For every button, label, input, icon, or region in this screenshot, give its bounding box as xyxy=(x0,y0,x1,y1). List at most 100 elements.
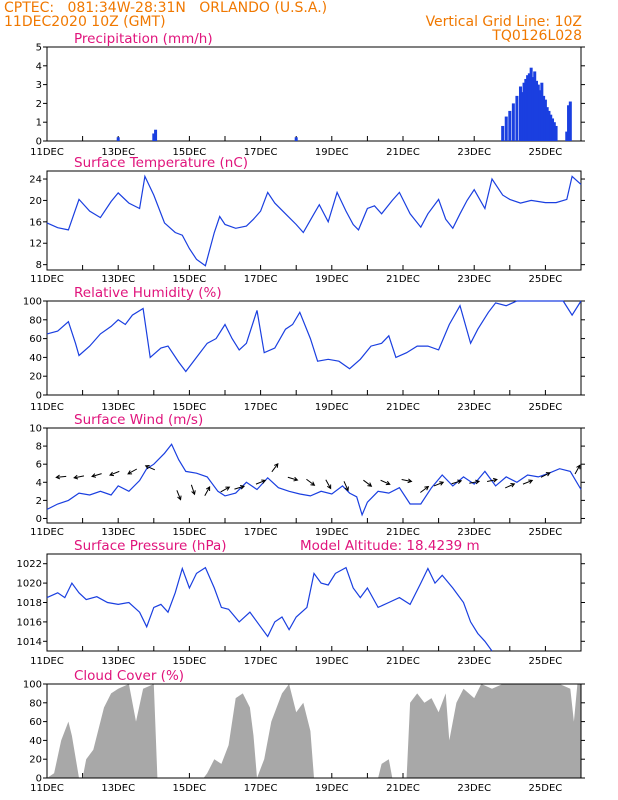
precip-bar xyxy=(511,103,515,141)
panel-title: Surface Wind (m/s) xyxy=(74,412,203,428)
x-tick-label: 23DEC xyxy=(457,402,491,413)
header-date: 11DEC2020 10Z (GMT) xyxy=(4,14,166,30)
wind-arrow xyxy=(363,479,373,487)
precip-bar xyxy=(294,137,298,141)
panel-3: Relative Humidity (%) 0 20 40 60 80 100 11DEC 13… xyxy=(23,285,585,413)
x-tick-label: 19DEC xyxy=(315,527,349,538)
x-tick-label: 15DEC xyxy=(173,402,207,413)
precip-bar xyxy=(554,125,558,141)
precip-bar xyxy=(527,73,531,141)
precip-bar xyxy=(567,105,571,141)
precip-bar xyxy=(515,95,519,141)
x-tick-label: 19DEC xyxy=(315,147,349,158)
x-tick-label: 21DEC xyxy=(386,274,420,285)
wind-arrow xyxy=(343,481,349,492)
x-tick-label: 15DEC xyxy=(173,656,207,667)
y-tick-label: 24 xyxy=(29,175,42,186)
panel-title: Precipitation (mm/h) xyxy=(74,31,213,47)
precip-bar xyxy=(552,122,556,141)
precip-bar xyxy=(508,110,512,141)
header-grid-note: Vertical Grid Line: 10Z xyxy=(425,14,582,30)
x-tick-label: 13DEC xyxy=(101,274,135,285)
y-tick-label: 60 xyxy=(29,717,42,728)
x-tick-label: 11DEC xyxy=(30,402,64,413)
wind-arrow xyxy=(469,479,481,485)
y-tick-label: 40 xyxy=(29,353,42,364)
series-line xyxy=(46,300,582,373)
precip-bar xyxy=(536,84,540,141)
y-tick-label: 16 xyxy=(29,217,42,228)
precip-bar xyxy=(526,75,530,141)
y-tick-label: 80 xyxy=(29,315,42,326)
wind-arrow xyxy=(540,472,551,478)
x-tick-label: 15DEC xyxy=(173,527,207,538)
header-station: CPTEC: 081:34W-28:31N ORLANDO (U.S.A.) xyxy=(4,0,328,16)
panel-title: Surface Pressure (hPa) xyxy=(74,538,227,554)
precip-bar xyxy=(501,125,505,141)
x-tick-label: 11DEC xyxy=(30,527,64,538)
precip-bar xyxy=(542,95,546,141)
y-tick-label: 4 xyxy=(36,61,42,72)
y-tick-label: 10 xyxy=(29,424,42,435)
x-tick-label: 17DEC xyxy=(244,783,278,794)
x-tick-label: 25DEC xyxy=(529,147,563,158)
wind-arrow xyxy=(204,486,211,496)
precip-bar xyxy=(529,67,533,141)
precip-bar xyxy=(549,114,553,141)
x-tick-label: 23DEC xyxy=(457,147,491,158)
x-tick-label: 23DEC xyxy=(457,783,491,794)
precip-bar xyxy=(543,99,547,141)
x-tick-label: 25DEC xyxy=(529,274,563,285)
wind-arrow xyxy=(325,479,332,490)
wind-arrow xyxy=(380,479,391,486)
precip-bar xyxy=(152,133,156,141)
precip-bar xyxy=(568,101,572,141)
precip-bar xyxy=(545,107,549,141)
x-tick-label: 11DEC xyxy=(30,274,64,285)
y-tick-label: 20 xyxy=(29,196,42,207)
precip-bar xyxy=(551,118,555,141)
x-tick-label: 21DEC xyxy=(386,656,420,667)
x-tick-label: 21DEC xyxy=(386,783,420,794)
panel-frame-overlay xyxy=(46,683,582,779)
precip-bar xyxy=(518,86,522,141)
y-tick-label: 80 xyxy=(29,698,42,709)
panel-1: Precipitation (mm/h) 0 1 2 3 4 5 11DEC 13DEC 15DE… xyxy=(30,31,585,158)
panel-6: Cloud Cover (%) 0 20 40 60 80 100 11DEC 13DEC 15D… xyxy=(23,668,585,794)
panel-frame xyxy=(46,300,582,396)
x-tick-label: 17DEC xyxy=(244,527,278,538)
precip-bar xyxy=(538,90,542,141)
x-tick-label: 21DEC xyxy=(386,527,420,538)
x-tick-label: 15DEC xyxy=(173,274,207,285)
x-tick-label: 15DEC xyxy=(173,783,207,794)
precip-bar xyxy=(504,116,508,141)
x-tick-label: 19DEC xyxy=(315,783,349,794)
wind-arrow xyxy=(420,485,430,493)
x-tick-label: 21DEC xyxy=(386,402,420,413)
wind-arrow xyxy=(220,486,231,493)
series-line xyxy=(46,566,493,652)
x-tick-label: 25DEC xyxy=(529,402,563,413)
wind-arrow xyxy=(234,484,246,490)
precip-bar xyxy=(547,110,551,141)
wind-arrow xyxy=(190,484,196,496)
panel-4: Surface Wind (m/s) 0 2 4 6 8 10 11DEC 13DEC 15DEC… xyxy=(29,412,585,538)
x-tick-label: 13DEC xyxy=(101,147,135,158)
wind-arrow xyxy=(505,483,516,489)
precip-bar xyxy=(540,82,544,141)
y-tick-label: 20 xyxy=(29,755,42,766)
y-tick-label: 5 xyxy=(36,43,42,54)
x-tick-label: 23DEC xyxy=(457,527,491,538)
wind-arrow xyxy=(306,478,316,486)
x-tick-label: 13DEC xyxy=(101,783,135,794)
x-tick-label: 11DEC xyxy=(30,147,64,158)
header-model-id: TQ0126L028 xyxy=(492,28,582,44)
panel-title: Surface Temperature (nC) xyxy=(74,155,248,171)
wind-arrow xyxy=(522,479,534,485)
y-tick-label: 1020 xyxy=(17,579,42,590)
x-tick-label: 17DEC xyxy=(244,147,278,158)
x-tick-label: 25DEC xyxy=(529,656,563,667)
wind-arrow xyxy=(287,476,299,482)
precip-bar xyxy=(535,80,538,141)
y-tick-label: 8 xyxy=(36,260,42,271)
